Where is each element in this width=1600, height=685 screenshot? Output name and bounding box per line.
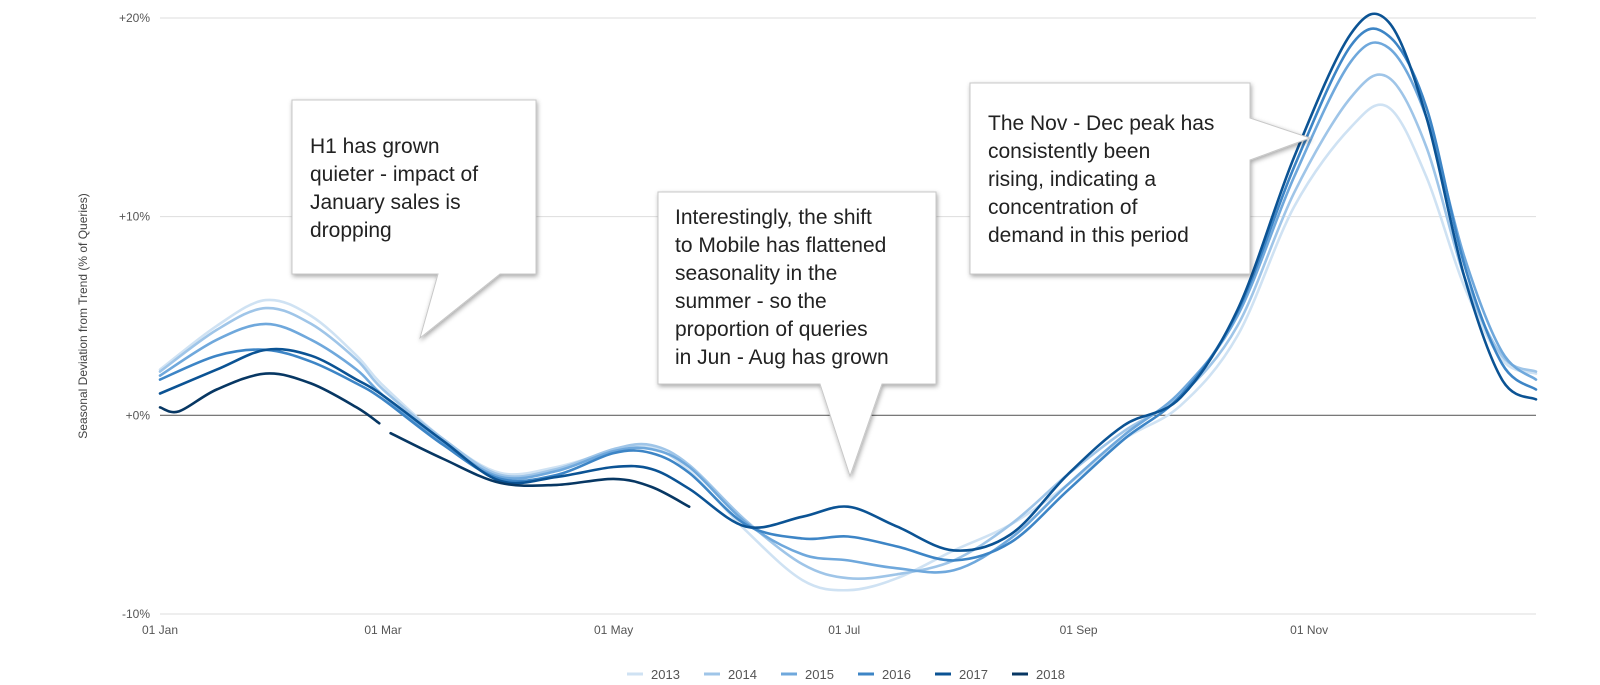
legend-label: 2014	[728, 667, 757, 682]
callout-mobile-line: to Mobile has flattened	[675, 234, 886, 257]
callout-h1-text: H1 has grown quieter - impact of January…	[310, 135, 484, 242]
callout-peak-text: The Nov - Dec peak has consistently been…	[988, 112, 1220, 247]
legend-label: 2017	[959, 667, 988, 682]
legend-label: 2015	[805, 667, 834, 682]
callout-h1-line: H1 has grown	[310, 135, 440, 158]
callout-peak-line: demand in this period	[988, 224, 1189, 247]
callout-mobile-line: proportion of queries	[675, 318, 868, 341]
callout-peak-line: consistently been	[988, 140, 1150, 163]
callout-peak-line: rising, indicating a	[988, 168, 1156, 191]
axes: +20% +10% +0% -10% 01 Jan 01 Mar 01 May 01 Jul 0…	[76, 11, 1328, 637]
x-tick-label: 01 Jul	[828, 623, 860, 637]
legend-label: 2018	[1036, 667, 1065, 682]
callout-mobile-bubble	[657, 191, 937, 478]
y-axis-title: Seasonal Deviation from Trend (% of Quer…	[76, 193, 90, 438]
callout-h1-line: quieter - impact of	[310, 163, 478, 186]
y-tick-label: +0%	[126, 408, 151, 422]
callout-peak-bubble	[969, 82, 1312, 275]
series-line-2018	[389, 431, 691, 508]
legend: 2013 2014 2015 2016 2017 2018	[627, 667, 1065, 682]
series-lines	[158, 12, 1538, 592]
callout-mobile-text: Interestingly, the shift to Mobile has f…	[675, 206, 892, 369]
x-tick-label: 01 Nov	[1290, 623, 1328, 637]
callout-h1: H1 has grown quieter - impact of January…	[291, 99, 537, 340]
y-tick-label: -10%	[122, 607, 150, 621]
callout-peak: The Nov - Dec peak has consistently been…	[969, 82, 1312, 275]
series-line-2016	[158, 27, 1538, 562]
callout-peak-line: concentration of	[988, 196, 1138, 219]
x-tick-label: 01 Jan	[142, 623, 178, 637]
callout-h1-bubble	[291, 99, 537, 340]
legend-label: 2013	[651, 667, 680, 682]
callout-mobile-line: Interestingly, the shift	[675, 206, 872, 229]
callout-mobile-line: seasonality in the	[675, 262, 837, 285]
callout-h1-line: January sales is	[310, 191, 461, 214]
y-tick-label: +20%	[119, 11, 150, 25]
callout-h1-line: dropping	[310, 219, 392, 242]
callout-peak-line: The Nov - Dec peak has	[988, 112, 1214, 135]
series-line-2018	[158, 372, 381, 425]
x-tick-label: 01 Mar	[364, 623, 401, 637]
callout-mobile-line: summer - so the	[675, 290, 827, 313]
series-line-2014	[158, 73, 1538, 581]
x-tick-label: 01 May	[594, 623, 633, 637]
callout-mobile-line: in Jun - Aug has grown	[675, 346, 889, 369]
legend-label: 2016	[882, 667, 911, 682]
series-line-2013	[158, 103, 1538, 592]
series-line-2017	[158, 12, 1538, 552]
callout-mobile: Interestingly, the shift to Mobile has f…	[657, 191, 937, 478]
x-tick-label: 01 Sep	[1060, 623, 1098, 637]
y-tick-label: +10%	[119, 210, 150, 224]
